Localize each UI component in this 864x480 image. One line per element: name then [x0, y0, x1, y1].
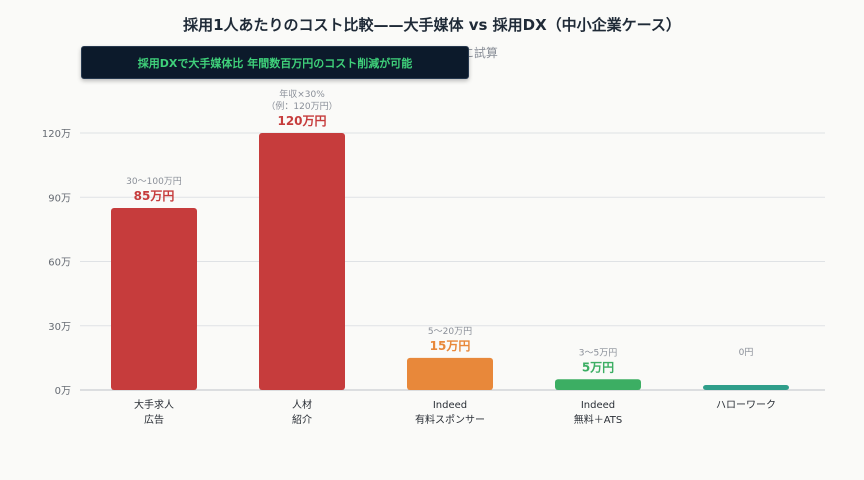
- data-label: 15万円: [430, 339, 471, 353]
- x-tick-label: 大手求人: [134, 398, 174, 411]
- bar: [703, 385, 789, 390]
- x-tick-label: Indeed: [581, 400, 615, 411]
- data-label: 120万円: [277, 114, 326, 128]
- bar: [555, 379, 641, 390]
- x-tick-label: 有料スポンサー: [415, 413, 485, 426]
- range-annotation: 5～20万円: [428, 326, 472, 337]
- data-label: 5万円: [582, 360, 614, 374]
- chart-title: 採用1人あたりのコスト比較——大手媒体 vs 採用DX（中小企業ケース）: [183, 16, 681, 34]
- data-label: 85万円: [134, 189, 175, 203]
- x-tick-label: 広告: [144, 413, 164, 426]
- cost-reduction-banner: 採用DXで大手媒体比 年間数百万円のコスト削減が可能: [81, 46, 469, 79]
- x-tick-label: 紹介: [292, 413, 312, 426]
- range-annotation: 0円: [739, 347, 754, 358]
- range-annotation: 年収×30%: [279, 88, 325, 100]
- bar: [111, 207, 197, 390]
- x-tick-label: 無料＋ATS: [574, 413, 623, 426]
- range-annotation: 3～5万円: [579, 347, 617, 358]
- range-annotation: （例：120万円）: [266, 100, 337, 112]
- x-tick-label: Indeed: [433, 400, 467, 411]
- bar: [407, 357, 493, 390]
- bar: [259, 133, 345, 390]
- y-tick-label: 30万: [48, 322, 71, 333]
- range-annotation: 30～100万円: [126, 176, 182, 187]
- y-tick-label: 90万: [48, 193, 71, 204]
- y-tick-label: 0万: [55, 386, 71, 397]
- y-tick-label: 60万: [48, 258, 71, 269]
- x-tick-label: ハローワーク: [716, 399, 776, 411]
- x-tick-label: 人材: [292, 398, 312, 411]
- y-tick-label: 120万: [42, 129, 71, 140]
